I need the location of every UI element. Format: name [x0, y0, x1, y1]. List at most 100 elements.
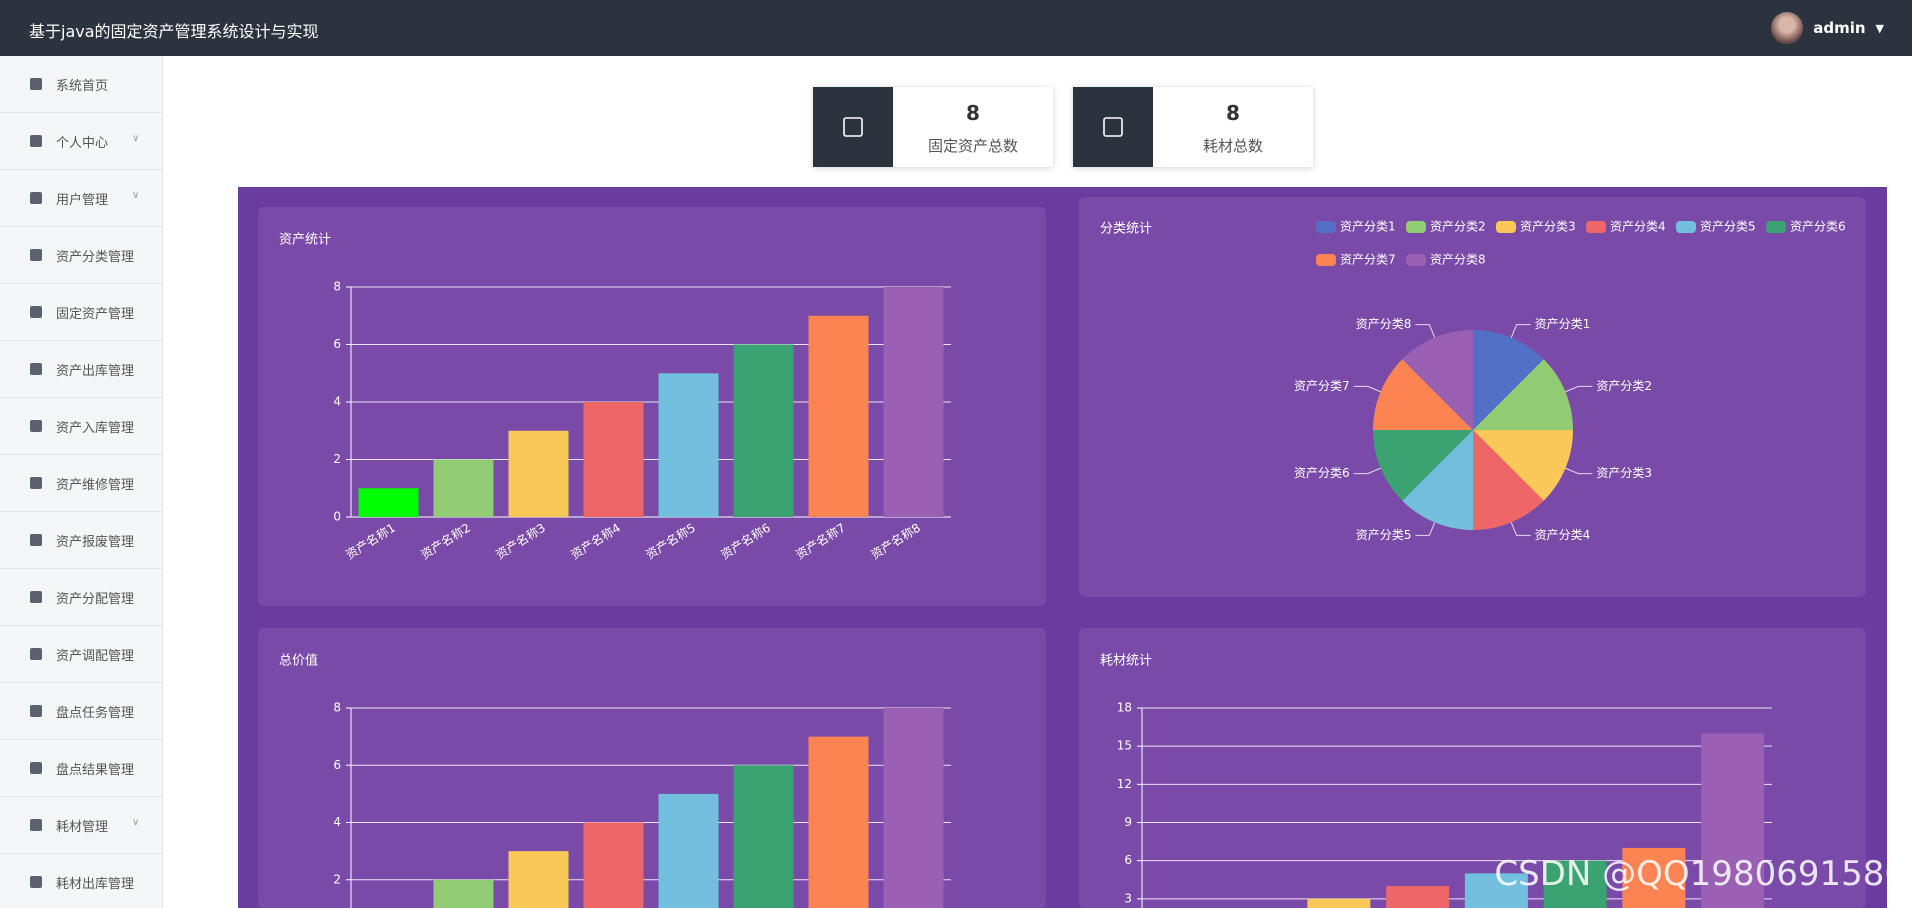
bar: [1622, 847, 1686, 908]
nav-item[interactable]: 资产报废管理: [0, 512, 162, 569]
slice-label: 资产分类3: [1596, 466, 1652, 480]
nav-item[interactable]: 资产分配管理: [0, 569, 162, 626]
watermark: CSDN @QQ1980691580: [1494, 854, 1906, 894]
y-tick-label: 2: [333, 452, 341, 466]
y-tick-label: 0: [333, 510, 341, 524]
slice-label: 资产分类8: [1356, 317, 1412, 331]
legend-label[interactable]: 资产分类6: [1790, 220, 1846, 234]
bar: [658, 793, 719, 908]
leader-line: [1565, 385, 1593, 393]
chart-panel: 资产统计 0 2 4 6 8 资产名称1 资产名称2 资产名称3 资产名称4 资产名称5 资产名称6 资…: [258, 207, 1046, 606]
legend-label[interactable]: 资产分类1: [1340, 220, 1396, 234]
nav-label: 资产分类管理: [56, 249, 135, 265]
nav-icon: [30, 762, 42, 774]
x-tick-label: 资产名称3: [493, 520, 548, 562]
pie-slice: [1473, 430, 1544, 530]
bar: [583, 822, 644, 908]
stat-icon: [813, 87, 893, 167]
y-tick-label: 9: [1124, 815, 1132, 829]
x-tick-label: 资产名称1: [343, 520, 398, 562]
nav-item[interactable]: 系统首页: [0, 56, 162, 113]
nav-item[interactable]: 资产入库管理: [0, 398, 162, 455]
user-menu[interactable]: admin ▼: [1771, 12, 1884, 44]
x-tick-label: 资产名称4: [568, 520, 623, 562]
nav-item[interactable]: 耗材管理 ∨: [0, 797, 162, 854]
y-tick-label: 4: [333, 395, 341, 409]
nav-item[interactable]: 固定资产管理: [0, 284, 162, 341]
nav-label: 资产调配管理: [56, 648, 135, 664]
nav-label: 耗材出库管理: [56, 876, 135, 892]
legend-label[interactable]: 资产分类3: [1520, 220, 1576, 234]
legend-swatch: [1406, 254, 1426, 266]
nav-item[interactable]: 盘点任务管理: [0, 683, 162, 740]
chart-title: 资产统计: [279, 233, 331, 248]
slice-label: 资产分类7: [1294, 379, 1350, 393]
legend-swatch: [1496, 221, 1516, 233]
slice-label: 资产分类5: [1356, 528, 1412, 542]
pie-slice: [1473, 430, 1573, 501]
chevron: ∨: [132, 817, 140, 828]
leader-line: [1510, 522, 1531, 536]
y-tick-label: 8: [333, 701, 341, 715]
nav-icon: [30, 477, 42, 489]
bar: [358, 488, 419, 517]
stat-icon: [1073, 87, 1153, 167]
nav-label: 个人中心: [56, 135, 109, 151]
legend-label[interactable]: 资产分类7: [1340, 253, 1396, 267]
nav-icon: [30, 363, 42, 375]
bar: [508, 851, 569, 908]
avatar: [1771, 12, 1804, 44]
nav-item[interactable]: 资产维修管理: [0, 455, 162, 512]
y-tick-label: 18: [1117, 701, 1132, 715]
y-tick-label: 8: [333, 280, 341, 294]
chart: 耗材统计 3 6 9 12 15 18: [1100, 654, 1772, 908]
user-name: admin: [1813, 19, 1866, 37]
legend-label[interactable]: 资产分类4: [1610, 220, 1666, 234]
legend-swatch: [1676, 221, 1696, 233]
nav-item[interactable]: 耗材出库管理: [0, 854, 162, 908]
nav-icon: [30, 135, 42, 147]
legend-swatch: [1316, 254, 1336, 266]
nav-label: 资产分配管理: [56, 591, 135, 607]
bar: [883, 287, 944, 517]
y-tick-label: 6: [333, 758, 341, 772]
pie-slice: [1473, 330, 1544, 430]
leader-line: [1565, 467, 1593, 475]
nav-item[interactable]: 资产出库管理: [0, 341, 162, 398]
nav-item[interactable]: 用户管理 ∨: [0, 170, 162, 227]
dropdown-caret: ▼: [1875, 21, 1884, 35]
nav-item[interactable]: 盘点结果管理: [0, 740, 162, 797]
bar: [733, 344, 794, 517]
chart-title: 分类统计: [1100, 222, 1152, 237]
legend-label[interactable]: 资产分类8: [1430, 253, 1486, 267]
chart-panel: 耗材统计 3 6 9 12 15 18: [1079, 628, 1866, 908]
nav-item[interactable]: 资产分类管理: [0, 227, 162, 284]
pie-slice: [1373, 430, 1473, 501]
nav-icon: [30, 420, 42, 432]
nav-icon: [30, 591, 42, 603]
nav-item[interactable]: 资产调配管理: [0, 626, 162, 683]
chart: 资产统计 0 2 4 6 8 资产名称1 资产名称2 资产名称3 资产名称4 资产名称5 资产名称6 资…: [279, 233, 951, 562]
chart-title: 总价值: [279, 653, 318, 669]
stat-card: 8 固定资产总数: [813, 87, 1053, 167]
legend-label[interactable]: 资产分类2: [1430, 220, 1486, 234]
nav-icon: [30, 534, 42, 546]
x-tick-label: 资产名称5: [643, 520, 698, 562]
bar: [883, 708, 944, 908]
nav-label: 耗材管理: [56, 819, 109, 835]
y-tick-label: 3: [1124, 891, 1132, 905]
bar: [433, 879, 494, 908]
nav-item[interactable]: 个人中心 ∨: [0, 113, 162, 170]
bar: [433, 459, 494, 517]
leader-line: [1415, 324, 1436, 338]
slice-label: 资产分类1: [1535, 317, 1591, 331]
bar: [1386, 886, 1450, 908]
leader-line: [1510, 324, 1531, 338]
nav-label: 资产维修管理: [56, 477, 135, 493]
sidebar: 系统首页 个人中心 ∨ 用户管理 ∨ 资产分类管理 固定资产管理 资产出库管理 资产入库管理 资产…: [0, 56, 163, 908]
stat-value: 8: [966, 101, 980, 125]
y-tick-label: 12: [1117, 777, 1132, 791]
legend-label[interactable]: 资产分类5: [1700, 220, 1756, 234]
bar: [658, 373, 719, 517]
nav-icon: [30, 876, 42, 888]
